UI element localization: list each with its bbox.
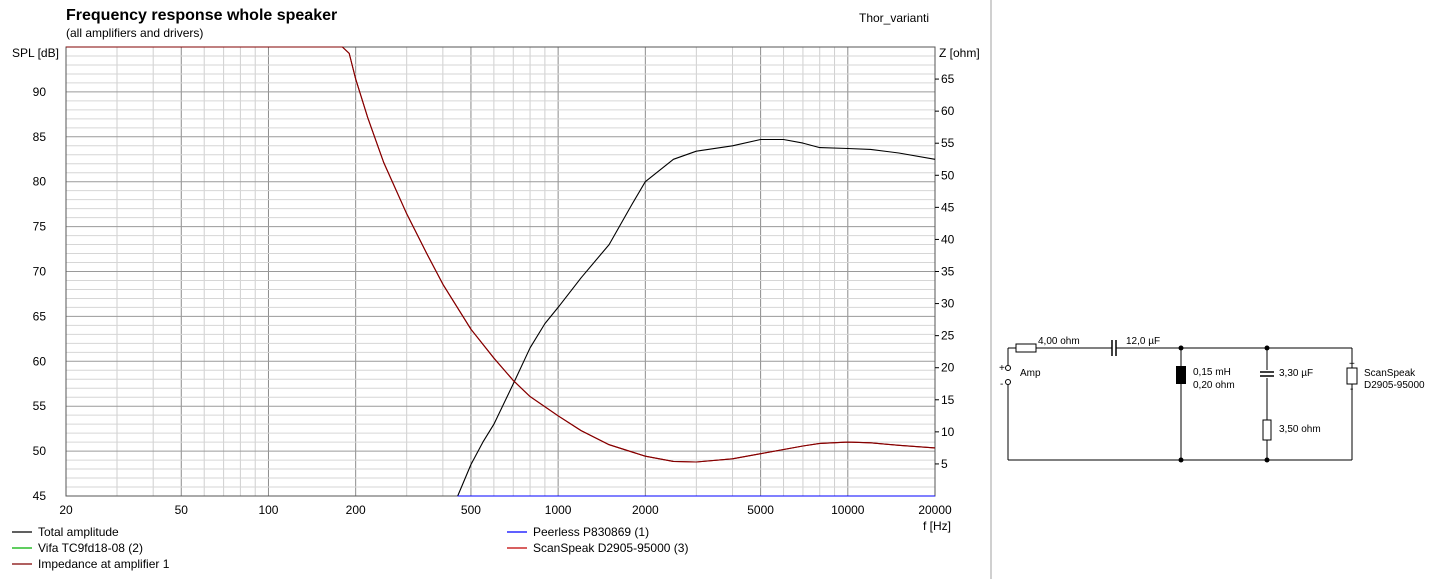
y-right-tick-label: 35 [941,265,955,279]
y-left-tick-label: 65 [33,309,47,323]
y-left-tick-label: 50 [33,444,47,458]
y-right-tick-label: 45 [941,200,955,214]
chart-legend: Total amplitude Peerless P830869 (1) Vifa … [12,525,688,571]
y-right-tick-label: 5 [941,457,948,471]
y-right-tick-label: 65 [941,72,955,86]
driver-name-label: ScanSpeak [1364,368,1416,379]
chart-subtitle: (all amplifiers and drivers) [66,26,203,40]
y-left-tick-label: 75 [33,220,47,234]
y-axis-left-label: SPL [dB] [12,46,59,60]
x-axis-label: f [Hz] [923,519,951,533]
driver-minus-sign: - [1350,384,1353,395]
axis-tick-labels: 20 50 100 200 500 1000 2000 5000 10000 20000 45 50 5… [33,72,955,517]
x-tick-label: 10000 [831,503,865,517]
y-right-tick-label: 30 [941,297,955,311]
shunt-capacitor-label: 3,30 µF [1279,368,1313,379]
driver-plus-sign: + [1349,359,1355,370]
shunt-resistor-symbol[interactable] [1262,419,1272,441]
series-capacitor-label: 12,0 µF [1126,336,1160,347]
legend-label: Total amplitude [38,525,119,539]
shunt-inductor-symbol[interactable] [1176,366,1186,384]
amp-label: Amp [1020,368,1041,379]
x-tick-label: 100 [258,503,278,517]
y-left-tick-label: 45 [33,489,47,503]
y-right-tick-label: 40 [941,232,955,246]
crossover-schematic-panel: + - Amp 4,00 ohm 12,0 µF 0,15 mH 0,20 oh… [992,0,1440,579]
legend-label: Impedance at amplifier 1 [38,557,170,571]
y-right-tick-label: 25 [941,329,955,343]
shunt-resistor-label: 3,50 ohm [1279,424,1321,435]
frequency-response-panel: 20 50 100 200 500 1000 2000 5000 10000 20000 45 50 5… [12,7,980,571]
y-left-tick-label: 90 [33,85,47,99]
y-right-tick-label: 55 [941,136,955,150]
x-tick-label: 5000 [747,503,774,517]
driver-symbol[interactable] [1346,367,1358,385]
driver-model-label: D2905-95000 [1364,380,1425,391]
chart-series [66,46,936,497]
y-right-tick-label: 50 [941,168,955,182]
junction-dot [1264,345,1270,351]
y-left-tick-label: 55 [33,399,47,413]
amp-plus-sign: + [999,363,1005,374]
x-tick-label: 50 [175,503,189,517]
junction-dot [1178,345,1184,351]
y-left-tick-label: 85 [33,130,47,144]
amp-terminal-minus [1005,379,1011,385]
x-tick-label: 20 [59,503,73,517]
y-right-tick-label: 15 [941,393,955,407]
inductor-resistance-label: 0,20 ohm [1193,380,1235,391]
crossover-schematic: + - Amp 4,00 ohm 12,0 µF 0,15 mH 0,20 oh… [999,336,1425,463]
series-line [457,138,936,497]
chart-grid [65,46,936,497]
y-right-tick-label: 10 [941,425,955,439]
chart-title: Frequency response whole speaker [66,7,337,24]
project-name-label: Thor_varianti [859,11,929,25]
y-left-tick-label: 60 [33,354,47,368]
amp-terminal-plus [1005,365,1011,371]
x-tick-label: 500 [461,503,481,517]
legend-label: ScanSpeak D2905-95000 (3) [533,541,688,555]
x-tick-label: 1000 [545,503,572,517]
y-right-tick-label: 20 [941,361,955,375]
x-tick-label: 200 [346,503,366,517]
series-line [66,46,936,463]
y-left-tick-label: 70 [33,265,47,279]
junction-dot [1178,457,1184,463]
y-left-tick-label: 80 [33,175,47,189]
inductor-value-label: 0,15 mH [1193,367,1231,378]
frequency-response-chart: 20 50 100 200 500 1000 2000 5000 10000 20000 45 50 5… [12,7,980,571]
pane-divider[interactable] [990,0,992,579]
amp-minus-sign: - [1000,379,1003,390]
x-tick-label: 20000 [918,503,952,517]
x-tick-label: 2000 [632,503,659,517]
legend-label: Vifa TC9fd18-08 (2) [38,541,143,555]
legend-label: Peerless P830869 (1) [533,525,649,539]
junction-dot [1264,457,1270,463]
series-resistor-label: 4,00 ohm [1038,336,1080,347]
series-line [66,46,936,463]
y-axis-right-label: Z [ohm] [939,46,980,60]
y-right-tick-label: 60 [941,104,955,118]
series-resistor-symbol[interactable] [1015,343,1037,353]
